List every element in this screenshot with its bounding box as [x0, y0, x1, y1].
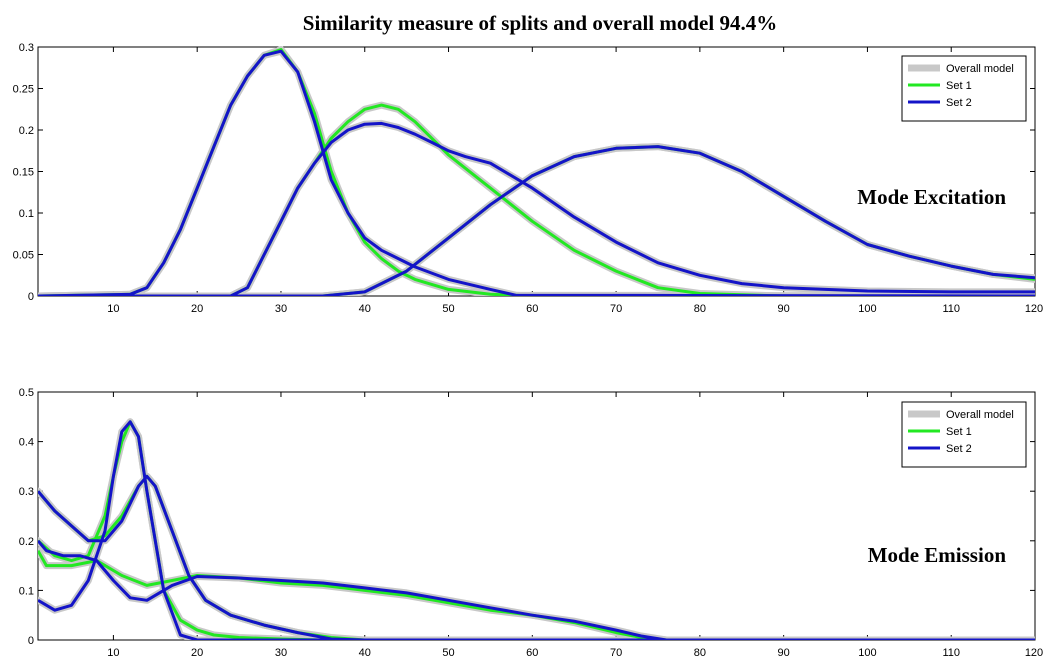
- set-1-line: [38, 549, 1035, 640]
- x-tick-label: 30: [275, 647, 287, 659]
- y-tick-label: 0: [28, 291, 34, 303]
- x-tick-label: 30: [275, 303, 287, 315]
- y-tick-label: 0.25: [13, 84, 34, 96]
- x-tick-label: 90: [778, 303, 790, 315]
- series-lines: [38, 418, 1035, 640]
- x-tick-label: 40: [359, 647, 371, 659]
- x-tick-label: 60: [526, 303, 538, 315]
- y-tick-label: 0.4: [19, 437, 34, 449]
- y-tick-label: 0.2: [19, 125, 34, 137]
- y-tick-label: 0: [28, 635, 34, 647]
- x-tick-label: 50: [442, 647, 454, 659]
- x-tick-label: 10: [107, 647, 119, 659]
- y-tick-label: 0.5: [19, 387, 34, 399]
- x-tick-label: 120: [1025, 303, 1043, 315]
- plot-area: [37, 391, 1036, 641]
- x-tick-label: 120: [1025, 647, 1043, 659]
- set-2-line: [38, 121, 1035, 296]
- y-tick-label: 0.3: [19, 486, 34, 498]
- legend-label-set-1: Set 1: [946, 80, 972, 92]
- set-2-line: [38, 539, 1035, 640]
- x-tick-label: 100: [858, 647, 876, 659]
- mode-annotation: Mode Excitation: [857, 185, 1006, 209]
- x-tick-label: 80: [694, 303, 706, 315]
- x-tick-label: 70: [610, 647, 622, 659]
- y-tick-label: 0.1: [19, 585, 34, 597]
- set-2-line: [38, 474, 1035, 640]
- y-tick-label: 0.05: [13, 250, 34, 262]
- legend-label-set-2: Set 2: [946, 97, 972, 109]
- figure-title: Similarity measure of splits and overall…: [303, 11, 777, 35]
- x-tick-label: 110: [942, 303, 960, 315]
- x-tick-label: 100: [858, 303, 876, 315]
- x-tick-label: 40: [359, 303, 371, 315]
- legend-label-set-1: Set 1: [946, 426, 972, 438]
- y-tick-label: 0.3: [19, 42, 34, 54]
- legend-label-overall-model: Overall model: [946, 409, 1014, 421]
- x-tick-label: 70: [610, 303, 622, 315]
- series-lines: [38, 46, 1035, 296]
- emission-plot: 10 20 30 40 50 60 70 80 90 100 110 120 0 0.1 0.2 0.3 0.4…: [19, 387, 1043, 659]
- set-2-line: [38, 145, 1035, 296]
- x-tick-label: 50: [442, 303, 454, 315]
- x-tick-label: 110: [942, 647, 960, 659]
- mode-annotation: Mode Emission: [868, 543, 1007, 567]
- x-tick-label: 20: [191, 647, 203, 659]
- excitation-plot: 10 20 30 40 50 60 70 80 90 100 110 120 0 0.05 0.1 0.15 0…: [13, 42, 1044, 315]
- x-tick-label: 90: [778, 647, 790, 659]
- y-tick-label: 0.1: [19, 208, 34, 220]
- legend-label-set-2: Set 2: [946, 443, 972, 455]
- legend: Overall model Set 1 Set 2: [901, 401, 1027, 468]
- x-tick-label: 80: [694, 647, 706, 659]
- set-2-line: [38, 420, 1035, 640]
- legend-label-overall-model: Overall model: [946, 63, 1014, 75]
- legend: Overall model Set 1 Set 2: [901, 55, 1027, 122]
- x-tick-label: 10: [107, 303, 119, 315]
- y-tick-label: 0.2: [19, 536, 34, 548]
- x-tick-label: 20: [191, 303, 203, 315]
- set-2-line: [38, 49, 1035, 296]
- x-tick-label: 60: [526, 647, 538, 659]
- y-tick-label: 0.15: [13, 167, 34, 179]
